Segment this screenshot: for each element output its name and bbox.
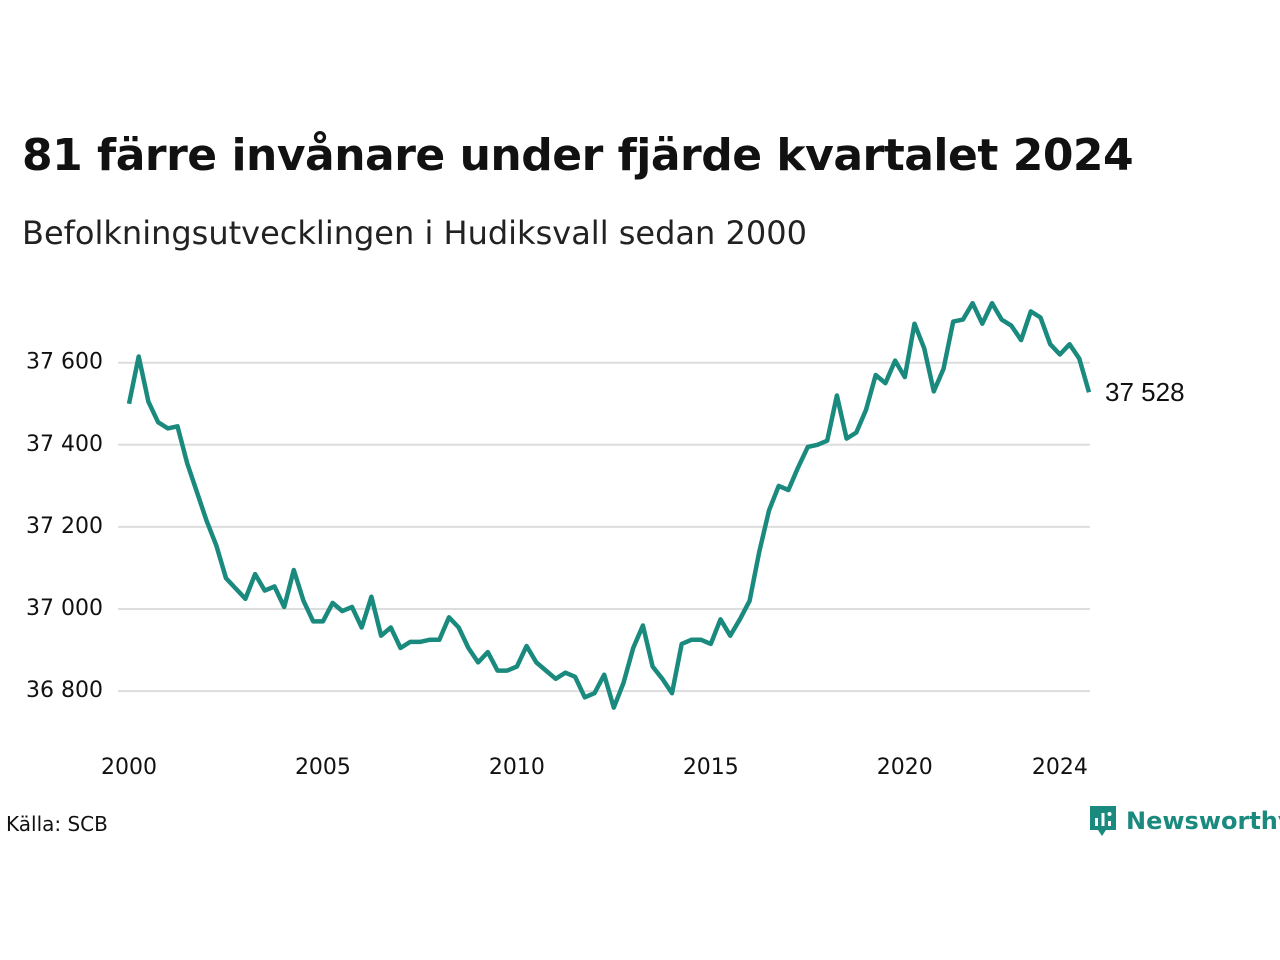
source-note: Källa: SCB (6, 812, 108, 836)
grid-lines (118, 361, 1090, 693)
brand-name: Newsworthy (1126, 807, 1280, 835)
x-tick-label: 2005 (295, 755, 351, 780)
y-tick-label: 37 000 (26, 596, 103, 621)
chart-title: 81 färre invånare under fjärde kvartalet… (22, 130, 1134, 181)
brand-logo: Newsworthy (1088, 804, 1280, 838)
x-axis-ticks: 2000 2005 2010 2015 2020 2024 (101, 755, 1088, 780)
end-value-label: 37 528 (1105, 377, 1185, 407)
x-tick-label: 2010 (489, 755, 545, 780)
chart-subtitle: Befolkningsutvecklingen i Hudiksvall sed… (22, 214, 807, 252)
y-axis-ticks: 36 800 37 000 37 200 37 400 37 600 (26, 350, 103, 703)
y-tick-label: 37 600 (26, 350, 103, 375)
x-tick-label: 2000 (101, 755, 157, 780)
population-series-line (126, 300, 1092, 710)
y-tick-label: 36 800 (26, 678, 103, 703)
x-tick-label: 2020 (877, 755, 933, 780)
newsworthy-logo-icon (1090, 806, 1116, 836)
x-tick-label: 2015 (683, 755, 739, 780)
y-tick-label: 37 200 (26, 514, 103, 539)
x-tick-label: 2024 (1032, 755, 1088, 780)
y-tick-label: 37 400 (26, 432, 103, 457)
